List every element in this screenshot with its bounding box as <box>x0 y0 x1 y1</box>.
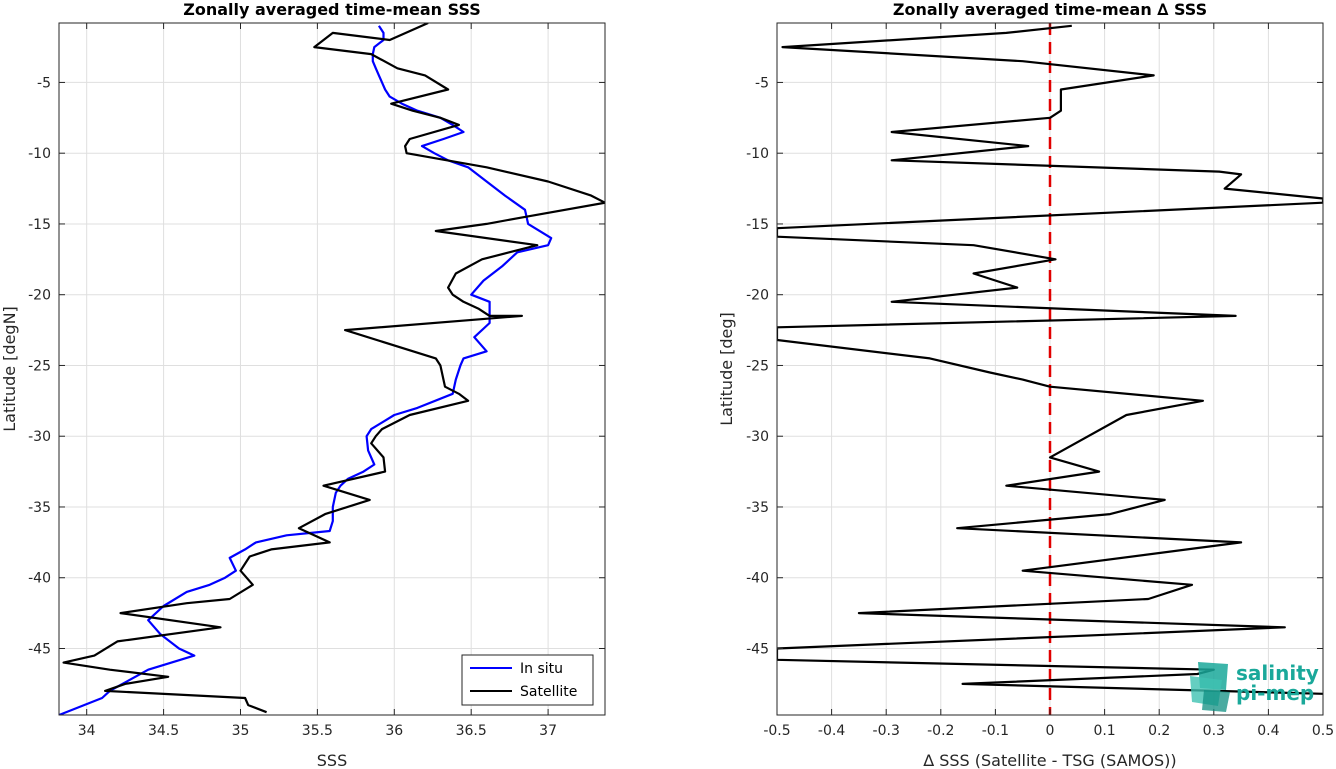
left-x-tick-label: 36 <box>385 723 403 739</box>
left-y-tick-label: -35 <box>28 500 51 516</box>
sss-ticks: 34 34.5 35 35.5 36 36.5 37 -5 -10 -15 -20 -25 -30 -35… <box>28 23 605 739</box>
left-x-tick-label: 34.5 <box>148 723 179 739</box>
right-x-tick-label: -0.2 <box>927 723 954 739</box>
sss-panel: 34 34.5 35 35.5 36 36.5 37 -5 -10 -15 -20 -25 -30 -35… <box>0 0 606 769</box>
left-y-tick-label: -25 <box>28 358 51 374</box>
sss-x-axis-label: SSS <box>317 751 347 769</box>
right-x-tick-label: 0.1 <box>1093 723 1115 739</box>
left-x-tick-label: 37 <box>539 723 557 739</box>
legend-in-situ-label: In situ <box>520 661 563 677</box>
left-x-tick-label: 34 <box>78 723 96 739</box>
delta-sss-y-axis-label: Latitude [deg] <box>717 312 736 426</box>
sss-plot-area <box>59 23 605 715</box>
left-y-tick-label: -30 <box>28 429 51 445</box>
right-y-tick-label: -45 <box>746 641 769 657</box>
right-y-tick-label: -20 <box>746 288 769 304</box>
sss-y-axis-label: Latitude [degN] <box>0 306 19 432</box>
left-y-tick-label: -15 <box>28 217 51 233</box>
salinity-pi-mep-logo: salinity pi-mep <box>1190 661 1319 712</box>
legend-box <box>461 654 594 706</box>
right-y-tick-label: -5 <box>755 75 769 91</box>
right-x-tick-label: 0.2 <box>1148 723 1170 739</box>
sss-title: Zonally averaged time-mean SSS <box>183 0 481 19</box>
left-x-tick-label: 35.5 <box>302 723 333 739</box>
logo-line2: pi-mep <box>1236 681 1314 705</box>
sss-series <box>59 23 605 715</box>
delta-sss-x-axis-label: ∆ SSS (Satellite - TSG (SAMOS)) <box>922 751 1176 769</box>
right-x-tick-label: -0.1 <box>982 723 1009 739</box>
left-series-line-in-situ <box>59 25 553 715</box>
delta-sss-title: Zonally averaged time-mean ∆ SSS <box>893 0 1207 19</box>
sss-legend: In situ Satellite <box>461 654 594 706</box>
delta-sss-series <box>777 23 1323 715</box>
legend-satellite-label: Satellite <box>520 684 577 700</box>
right-x-tick-label: 0.3 <box>1203 723 1225 739</box>
sss-axes-box <box>58 22 606 716</box>
right-y-tick-label: -15 <box>746 217 769 233</box>
right-series-line-0 <box>777 24 1323 695</box>
right-x-tick-label: 0.5 <box>1312 723 1334 739</box>
left-y-tick-label: -45 <box>28 641 51 657</box>
right-x-tick-label: -0.4 <box>818 723 845 739</box>
left-y-tick-label: -20 <box>28 288 51 304</box>
right-x-tick-label: 0.4 <box>1257 723 1279 739</box>
left-series-line-satellite <box>62 23 605 714</box>
left-x-tick-label: 35 <box>232 723 250 739</box>
logo-mark-icon <box>1190 662 1230 712</box>
left-y-tick-label: -5 <box>37 75 51 91</box>
right-y-tick-label: -25 <box>746 358 769 374</box>
right-x-tick-label: 0 <box>1046 723 1055 739</box>
right-x-tick-label: -0.5 <box>763 723 790 739</box>
right-y-tick-label: -35 <box>746 500 769 516</box>
right-x-tick-label: -0.3 <box>873 723 900 739</box>
left-y-tick-label: -10 <box>28 146 51 162</box>
delta-sss-ticks: -0.5 -0.4 -0.3 -0.2 -0.1 0 0.1 0.2 0.3 0.4 0.5 -5 -1… <box>746 23 1334 739</box>
left-x-tick-label: 36.5 <box>456 723 487 739</box>
right-y-tick-label: -40 <box>746 571 769 587</box>
right-y-tick-label: -10 <box>746 146 769 162</box>
right-y-tick-label: -30 <box>746 429 769 445</box>
left-y-tick-label: -40 <box>28 571 51 587</box>
logo-line1: salinity <box>1236 661 1319 685</box>
delta-sss-panel: -0.5 -0.4 -0.3 -0.2 -0.1 0 0.1 0.2 0.3 0.4 0.5 -5 -1… <box>717 0 1334 769</box>
